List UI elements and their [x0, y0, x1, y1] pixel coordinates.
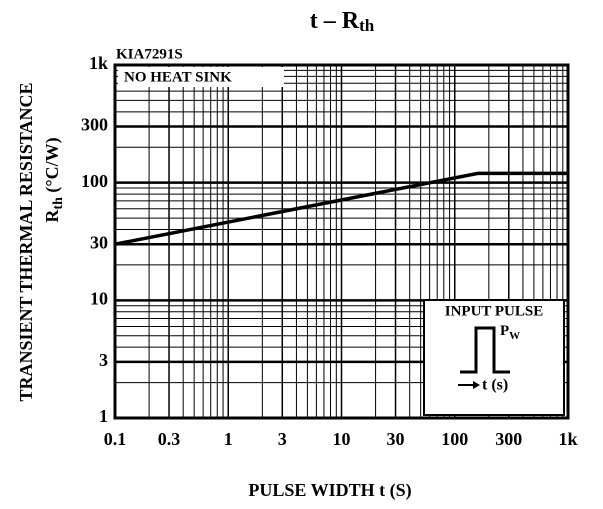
pulse-label: PW: [500, 323, 520, 341]
y-tick-label: 30: [90, 232, 108, 252]
x-tick-label: 0.3: [158, 429, 181, 449]
x-tick-label: 300: [495, 429, 522, 449]
y-tick-label: 100: [81, 171, 108, 191]
inset-title: INPUT PULSE: [445, 303, 544, 319]
y-axis-label-2: Rth (°C/W): [42, 137, 66, 222]
condition-box: [118, 67, 284, 87]
pulse-shape: [460, 326, 510, 374]
y-tick-label: 300: [81, 115, 108, 135]
chart-title: t – Rth: [310, 8, 375, 35]
x-tick-label: 100: [441, 429, 468, 449]
x-tick-label: 30: [387, 429, 405, 449]
y-tick-label: 3: [99, 350, 108, 370]
y-tick-label: 1k: [89, 53, 108, 73]
model-label: KIA7291S: [116, 46, 183, 62]
x-tick-label: 3: [278, 429, 287, 449]
plot-border: [113, 63, 570, 420]
inset-axis-label: t (s): [482, 377, 508, 394]
condition-label: NO HEAT SINK: [124, 69, 232, 85]
data-line: [114, 171, 568, 246]
overlay: NO HEAT SINK INPUT PULSE PW t (s): [118, 67, 565, 416]
y-tick-label: 1: [99, 406, 108, 426]
x-tick-label: 1: [224, 429, 233, 449]
x-tick-label: 1k: [558, 429, 577, 449]
x-tick-label: 0.1: [104, 429, 127, 449]
arrow-head: [473, 381, 480, 389]
x-tick-label: 10: [333, 429, 351, 449]
y-axis-label: TRANSIENT THERMAL RESISTANCE: [16, 82, 36, 401]
y-tick-label: 10: [90, 288, 108, 308]
x-axis-label: PULSE WIDTH t (S): [248, 480, 411, 501]
